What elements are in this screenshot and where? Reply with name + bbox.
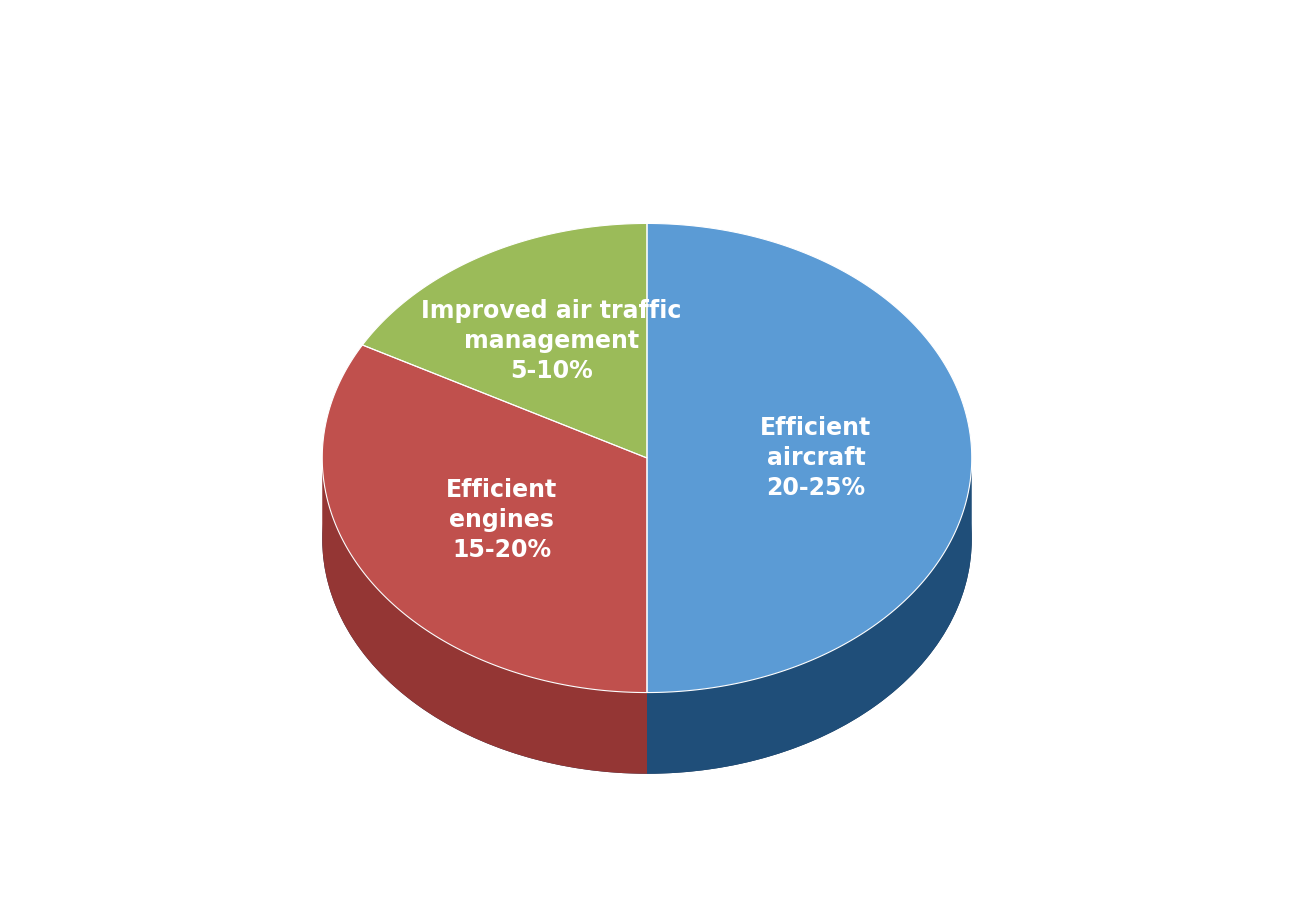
Text: Efficient
aircraft
20-25%: Efficient aircraft 20-25% xyxy=(761,416,871,500)
Ellipse shape xyxy=(322,305,972,774)
Polygon shape xyxy=(647,457,972,774)
Polygon shape xyxy=(322,457,647,774)
Polygon shape xyxy=(647,224,972,692)
Polygon shape xyxy=(362,224,647,458)
Text: Efficient
engines
15-20%: Efficient engines 15-20% xyxy=(446,478,558,562)
Polygon shape xyxy=(322,345,647,692)
Text: Improved air traffic
management
5-10%: Improved air traffic management 5-10% xyxy=(421,300,682,383)
